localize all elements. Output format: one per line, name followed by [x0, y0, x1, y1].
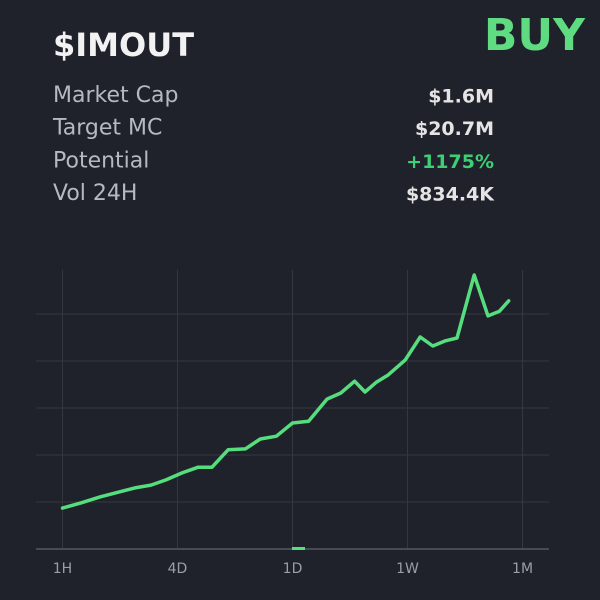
x-tick-label: 4D: [168, 561, 188, 577]
token-title: $IMOUT: [53, 26, 194, 64]
x-tick-label: 1W: [396, 561, 419, 577]
stats: Market Cap $1.6M Target MC $20.7M Potential +…: [52, 83, 495, 206]
stat-label: Potential: [53, 148, 149, 173]
plot: 1H 4D 1D 1W 1M: [36, 270, 549, 577]
x-tick-label: 1M: [512, 561, 533, 577]
stat-value: $834.4K: [406, 184, 495, 206]
x-tick-label: 1D: [283, 561, 303, 577]
stat-value: $20.7M: [415, 118, 494, 140]
price-line: [60, 273, 511, 510]
stat-label: Market Cap: [53, 83, 178, 108]
buy-label: BUY: [484, 10, 586, 61]
stat-label: Vol 24H: [53, 181, 137, 206]
selected-indicator: [292, 547, 305, 550]
stat-value: $1.6M: [428, 86, 494, 108]
x-tick-label: 1H: [53, 561, 72, 577]
stat-label: Target MC: [52, 116, 162, 141]
stat-value: +1175%: [406, 151, 494, 173]
